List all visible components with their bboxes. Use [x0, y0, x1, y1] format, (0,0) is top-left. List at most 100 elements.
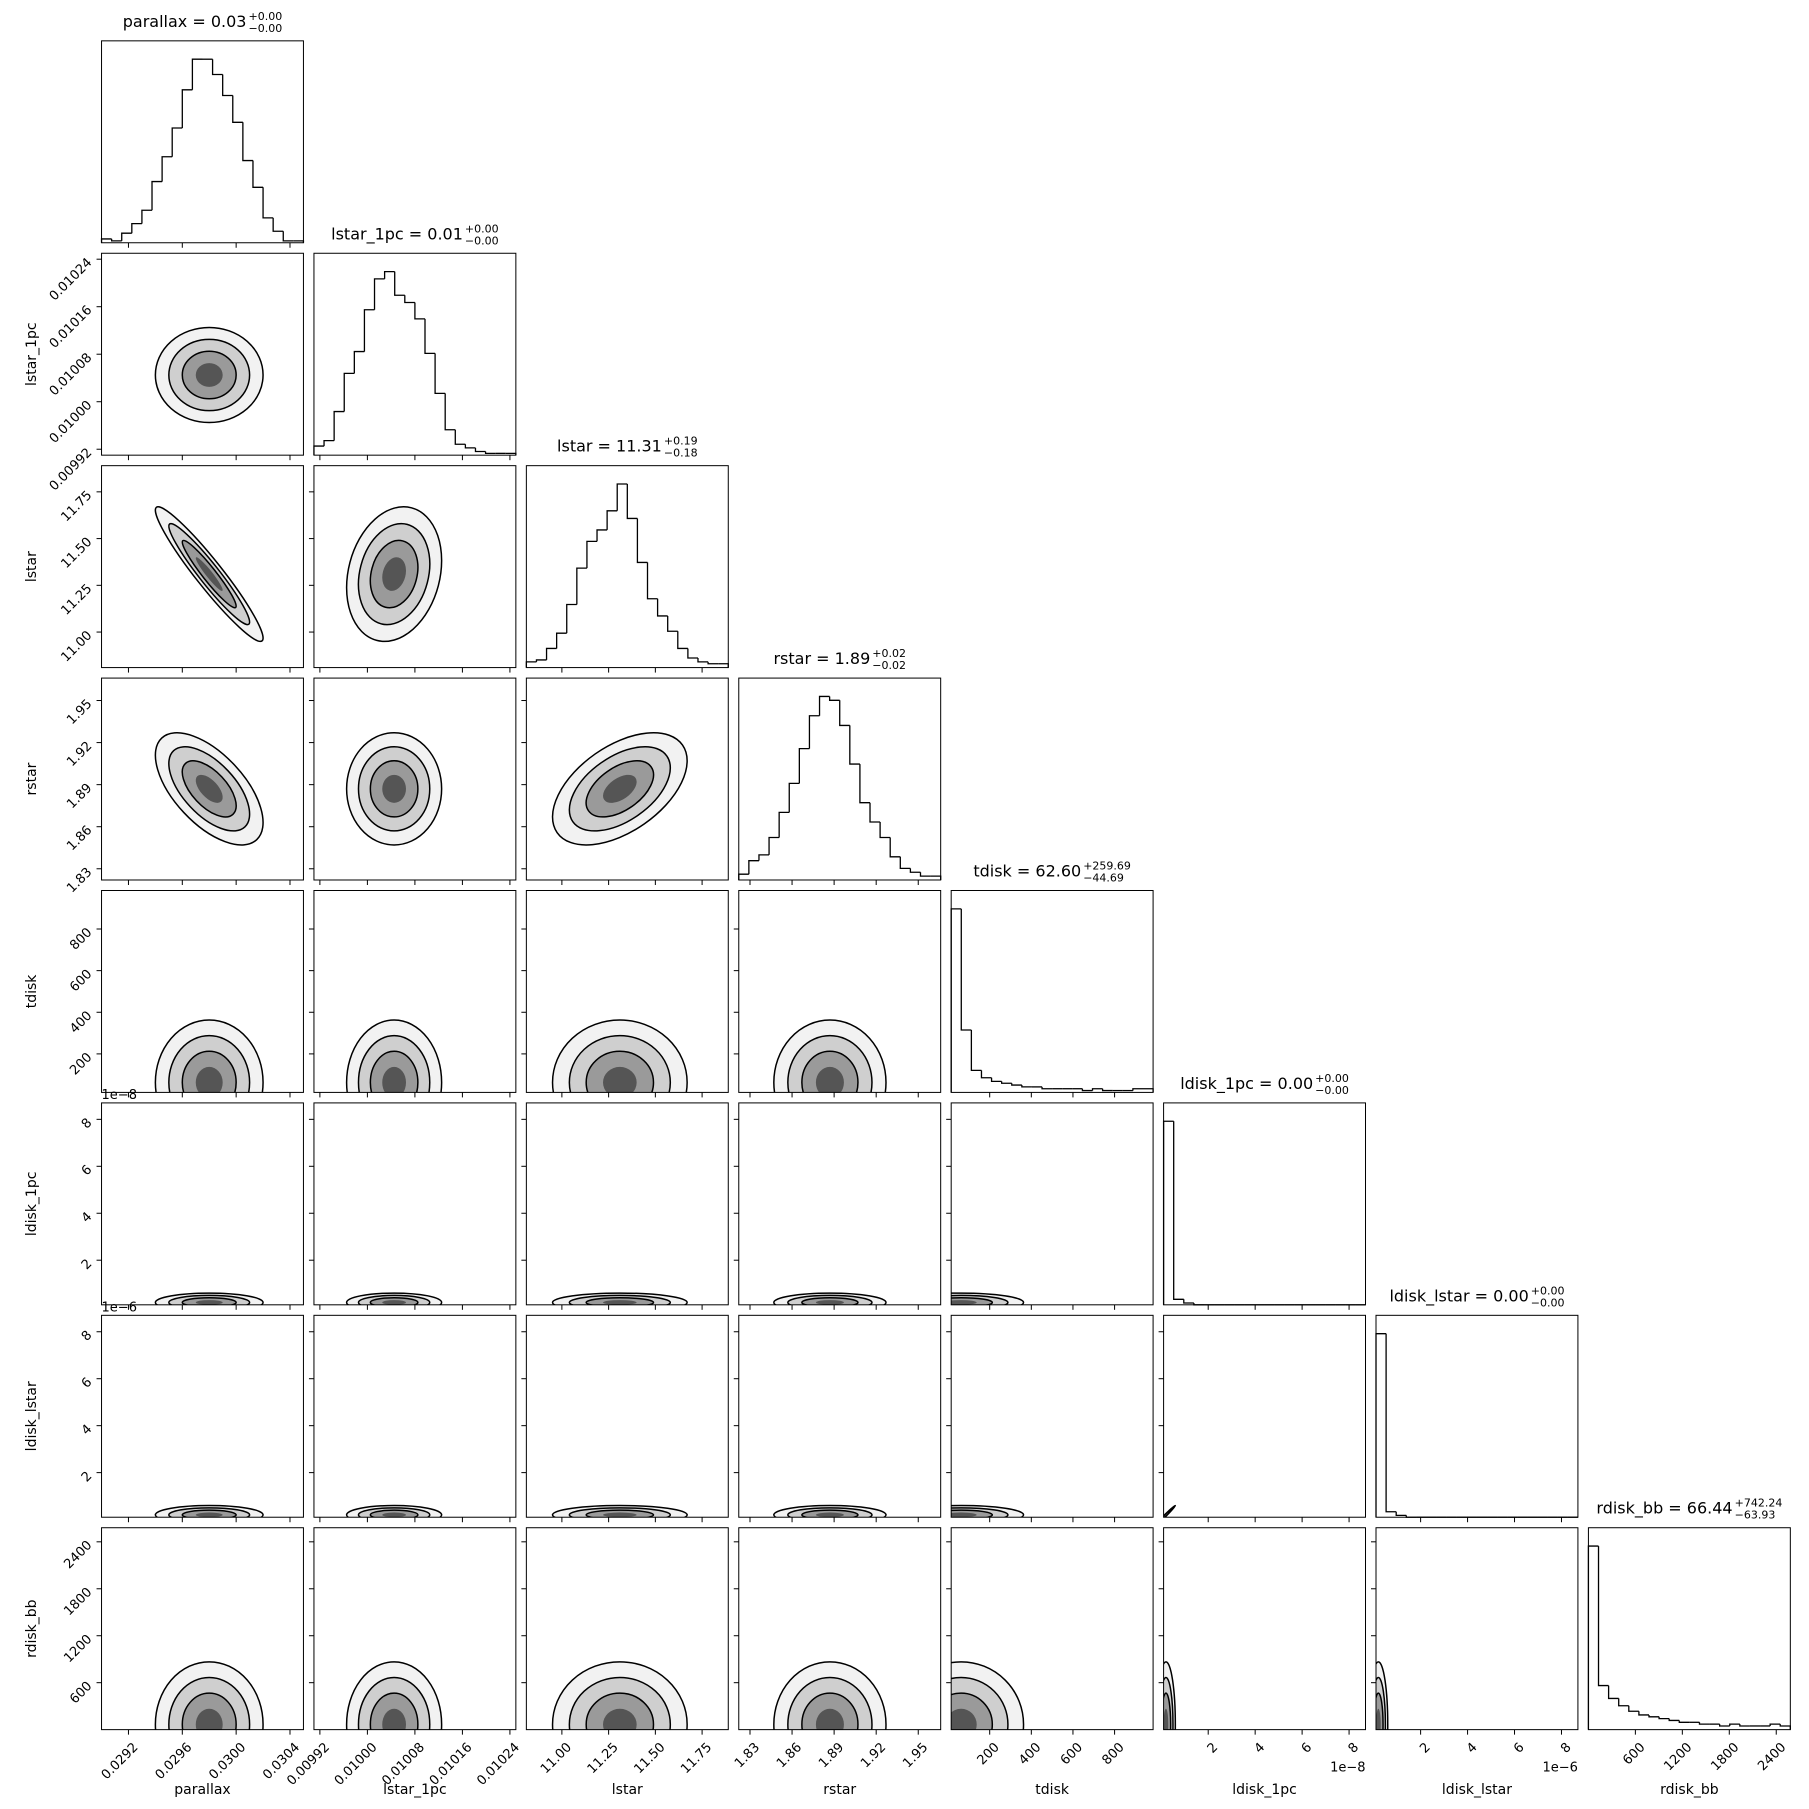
histogram-bin — [454, 429, 466, 445]
histogram-bin — [788, 782, 800, 813]
density — [154, 1504, 264, 1518]
panel-frame — [101, 1102, 304, 1306]
x-axis-label: ldisk_1pc — [1232, 1782, 1297, 1798]
x-axis-label: lstar — [612, 1782, 643, 1798]
contour — [195, 363, 223, 387]
histogram-bin — [1385, 1333, 1397, 1513]
contour — [1163, 1512, 1169, 1518]
title-upper: +0.00 — [248, 10, 282, 23]
density — [551, 1019, 688, 1093]
histogram-bin — [1607, 1685, 1619, 1700]
x-offset-label: 1e−8 — [1330, 1761, 1365, 1776]
title-lower: −0.00 — [1531, 1296, 1565, 1309]
contour — [382, 557, 406, 591]
histogram-bin — [535, 659, 547, 662]
panel — [313, 252, 517, 461]
contour — [382, 1708, 406, 1730]
density — [345, 732, 443, 846]
contour — [815, 1708, 844, 1730]
histogram-bin — [687, 648, 698, 659]
histogram-bin — [373, 278, 385, 310]
contour — [382, 1300, 406, 1305]
title-lower: −0.00 — [465, 234, 499, 247]
title-upper: +259.69 — [1083, 859, 1131, 872]
panel-frame — [950, 889, 1154, 1093]
histogram-bin — [849, 725, 860, 765]
histogram-bin — [828, 696, 840, 701]
title-upper: +0.00 — [465, 222, 499, 235]
histogram-bin — [576, 567, 587, 605]
panel — [1375, 1314, 1579, 1523]
panel — [738, 677, 942, 885]
histogram-bin — [434, 353, 446, 395]
histogram-bin — [1739, 1724, 1750, 1727]
panel-title: rdisk_bb = 66.44 — [1596, 1499, 1732, 1519]
panel-frame — [738, 1314, 942, 1518]
panel — [733, 1102, 942, 1310]
histogram-bin — [798, 747, 810, 784]
histogram-bin — [778, 811, 790, 838]
x-offset-label: 1e−6 — [1542, 1761, 1577, 1776]
histogram-bin — [656, 598, 668, 617]
panel-frame — [1587, 1527, 1791, 1731]
contour — [951, 1512, 977, 1518]
panel-frame — [1163, 1527, 1367, 1731]
panel-frame — [525, 889, 729, 1093]
panel-frame — [1375, 1314, 1579, 1518]
panel-title: lstar = 11.31 — [557, 437, 662, 456]
contour — [815, 1512, 844, 1518]
contour — [603, 1708, 637, 1730]
panel — [733, 1314, 942, 1523]
panel-frame — [738, 1102, 942, 1306]
histogram-bin — [869, 802, 881, 823]
panel — [946, 1102, 1154, 1310]
x-axis-label: lstar_1pc — [383, 1782, 447, 1798]
density — [154, 1661, 264, 1730]
panel-frame — [738, 889, 942, 1093]
density — [345, 1019, 443, 1093]
histogram-bin — [1698, 1722, 1710, 1725]
contour — [815, 1300, 844, 1305]
contour — [1163, 1708, 1169, 1730]
histogram-bin — [646, 562, 658, 600]
histogram-bin — [474, 447, 486, 453]
contour — [603, 1300, 637, 1305]
y-axis-label: ldisk_1pc — [24, 1172, 40, 1237]
histogram-bin — [707, 661, 719, 665]
contour — [195, 1708, 223, 1730]
histogram-bin — [566, 603, 577, 634]
panel-title: ldisk_1pc = 0.00 — [1180, 1074, 1313, 1094]
histogram-bin — [353, 350, 365, 374]
density — [951, 1661, 1025, 1730]
title-upper: +742.24 — [1735, 1497, 1783, 1510]
panel — [1158, 1314, 1367, 1523]
panel-frame — [1163, 1314, 1367, 1518]
y-offset-label: 1e−6 — [102, 1300, 137, 1315]
histogram-bin — [545, 647, 557, 660]
histogram-bin — [1132, 1088, 1143, 1091]
histogram-bin — [181, 89, 193, 129]
panel-frame — [101, 1527, 304, 1731]
density — [551, 1292, 688, 1305]
histogram-bin — [394, 271, 405, 296]
histogram-bin — [171, 127, 183, 157]
panel-frame — [101, 40, 304, 244]
contour — [1376, 1708, 1381, 1730]
density — [154, 326, 264, 424]
histogram-bin — [697, 658, 709, 663]
contour — [195, 774, 223, 803]
panel-frame — [101, 465, 304, 669]
density — [154, 506, 264, 643]
panel — [946, 1314, 1154, 1523]
y-axis-label: lstar — [24, 551, 40, 582]
panel — [950, 889, 1154, 1098]
histogram-bin — [252, 160, 264, 188]
density — [551, 1504, 688, 1518]
panel-frame — [525, 677, 729, 881]
histogram-bin — [414, 302, 425, 320]
histogram-bin — [1597, 1546, 1609, 1687]
histogram-bin — [110, 238, 122, 242]
